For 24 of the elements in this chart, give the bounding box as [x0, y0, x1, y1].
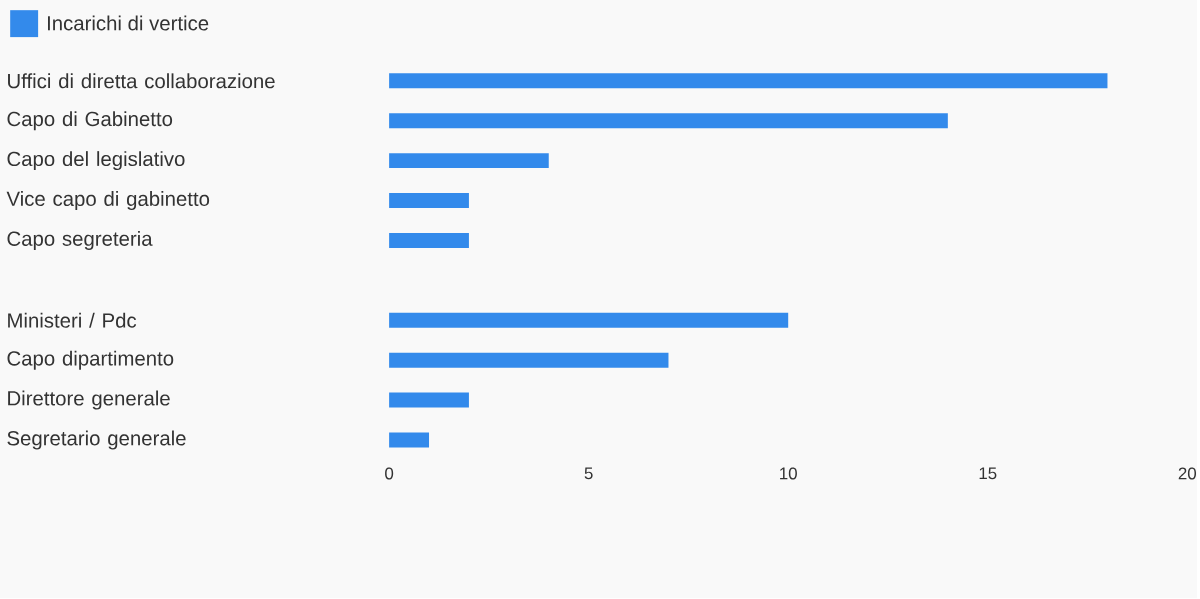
bar — [389, 233, 469, 249]
y-tick-label: Capo di Gabinetto — [7, 111, 173, 131]
y-tick-label: Vice capo di gabinetto — [6, 191, 210, 211]
bar — [389, 392, 469, 408]
y-tick-label: Capo del legislativo — [7, 151, 185, 171]
legend-label: Incarichi di vertice — [47, 15, 209, 31]
y-tick-label: Direttore generale — [8, 390, 170, 410]
bar — [389, 113, 948, 129]
bar — [389, 193, 469, 209]
x-tick-label: 20 — [1178, 467, 1197, 480]
bar — [389, 153, 549, 169]
y-tick-label: Capo dipartimento — [7, 350, 174, 370]
x-tick-label: 0 — [385, 467, 394, 480]
y-tick-label: Capo segreteria — [7, 231, 153, 251]
y-tick-label: Ministeri / Pdc — [8, 312, 137, 328]
bar — [389, 312, 789, 328]
x-tick-label: 15 — [979, 467, 997, 480]
y-tick-label: Segretario generale — [7, 430, 186, 450]
x-tick-label: 10 — [780, 467, 797, 480]
bar — [389, 73, 1108, 89]
bar — [389, 432, 430, 448]
bar — [389, 352, 669, 368]
x-tick-label: 5 — [584, 467, 593, 480]
y-tick-label: Uffici di diretta collaborazione — [8, 73, 275, 89]
